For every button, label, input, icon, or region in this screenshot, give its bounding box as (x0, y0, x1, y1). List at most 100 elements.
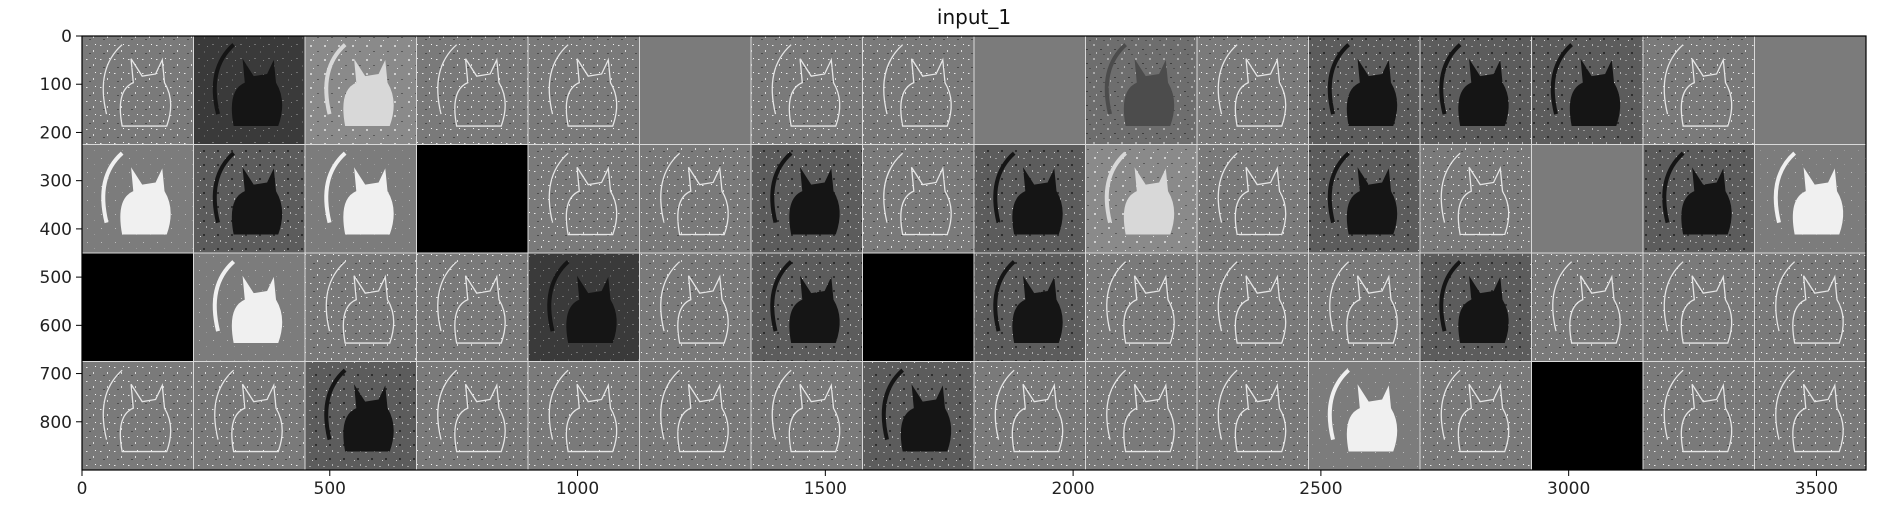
x-tick-label: 1000 (556, 479, 599, 499)
tile-background (1643, 361, 1755, 470)
cat-silhouette (1346, 58, 1398, 127)
feature-tile (974, 361, 1086, 470)
cat-silhouette (1792, 167, 1844, 235)
cat-silhouette (1234, 274, 1287, 344)
feature-tile (1085, 144, 1197, 253)
cat-tail (212, 260, 236, 332)
cat-tail (883, 44, 904, 115)
cat-tail (1775, 369, 1796, 440)
tile-background (82, 253, 194, 362)
tile-background (82, 36, 194, 145)
cat-silhouette (1012, 275, 1063, 344)
cat-tail (1106, 369, 1127, 440)
feature-tile (862, 361, 974, 470)
cat-silhouette (1346, 384, 1398, 452)
feature-tile (82, 253, 194, 362)
cat-silhouette (1011, 382, 1064, 453)
cat-tail (883, 152, 904, 223)
tile-background (974, 36, 1086, 145)
tile-background (416, 36, 528, 145)
cat-silhouette (231, 382, 283, 453)
x-tick-label: 1500 (804, 479, 847, 499)
feature-tile (1754, 253, 1866, 362)
feature-tile (1643, 36, 1755, 145)
tile-background (639, 361, 751, 470)
feature-tile (1197, 253, 1309, 362)
cat-silhouette (789, 167, 840, 235)
tile-background (1531, 144, 1643, 253)
feature-tile (1754, 361, 1866, 470)
feature-tile (1197, 36, 1309, 145)
feature-tile (305, 361, 417, 470)
feature-tile (1643, 253, 1755, 362)
cat-silhouette (1457, 382, 1510, 453)
cat-tail (1104, 43, 1128, 115)
cat-silhouette (342, 274, 395, 344)
tile-background (1197, 361, 1309, 470)
cat-silhouette (677, 165, 729, 236)
cat-tail (548, 369, 569, 440)
cat-silhouette (1680, 274, 1733, 344)
cat-tail (102, 44, 123, 115)
cat-silhouette (231, 58, 283, 127)
cat-tail (1663, 369, 1684, 440)
x-tick-label: 3000 (1547, 479, 1590, 499)
cat-tail (324, 43, 347, 115)
cat-tail (437, 261, 458, 332)
cat-silhouette (1234, 165, 1287, 236)
cat-silhouette (1346, 274, 1398, 344)
feature-tiles (82, 36, 1866, 470)
feature-tile (1531, 36, 1643, 145)
axes-frame (81, 35, 1867, 471)
cat-tail (1663, 44, 1684, 115)
tile-background (1531, 253, 1643, 362)
cat-silhouette (1458, 275, 1509, 344)
cat-tail (212, 43, 236, 115)
cat-silhouette (565, 382, 618, 453)
feature-tile (974, 36, 1086, 145)
cat-silhouette (565, 165, 618, 236)
tile-background (862, 144, 974, 253)
cat-tail (881, 368, 905, 441)
cat-tail (1217, 261, 1238, 332)
cat-tail (548, 44, 569, 115)
tile-background (1531, 361, 1643, 470)
feature-tile (1643, 361, 1755, 470)
cat-silhouette (454, 382, 506, 453)
cat-tail (325, 261, 346, 332)
cat-silhouette (1234, 57, 1287, 127)
feature-tile (193, 361, 305, 470)
feature-tile (862, 253, 974, 362)
feature-tile (1531, 253, 1643, 362)
feature-tile (305, 36, 417, 145)
y-tick-label: 600 (40, 316, 72, 336)
feature-tile (1531, 361, 1643, 470)
feature-tile (1754, 36, 1866, 145)
feature-tile (528, 36, 640, 145)
y-tick-label: 200 (40, 123, 72, 143)
tile-background (1643, 253, 1755, 362)
tile-background (82, 361, 194, 470)
cat-silhouette (900, 165, 952, 236)
cat-silhouette (1346, 167, 1398, 235)
cat-tail (1773, 151, 1797, 224)
tile-background (528, 36, 640, 145)
feature-tile (1308, 144, 1420, 253)
feature-tile (1308, 361, 1420, 470)
cat-tail (1106, 261, 1127, 332)
cat-tail (770, 260, 793, 332)
cat-tail (771, 44, 792, 115)
feature-tile (1197, 361, 1309, 470)
cat-silhouette (789, 275, 840, 344)
x-tick-label: 3500 (1795, 479, 1838, 499)
tile-background (1197, 253, 1309, 362)
cat-silhouette (1123, 167, 1175, 235)
feature-tile (639, 144, 751, 253)
feature-tile (1308, 36, 1420, 145)
feature-tile (751, 144, 863, 253)
feature-tile (193, 36, 305, 145)
feature-tile (416, 144, 528, 253)
feature-tile (528, 144, 640, 253)
y-tick-label: 0 (61, 27, 72, 47)
cat-tail (101, 151, 124, 224)
